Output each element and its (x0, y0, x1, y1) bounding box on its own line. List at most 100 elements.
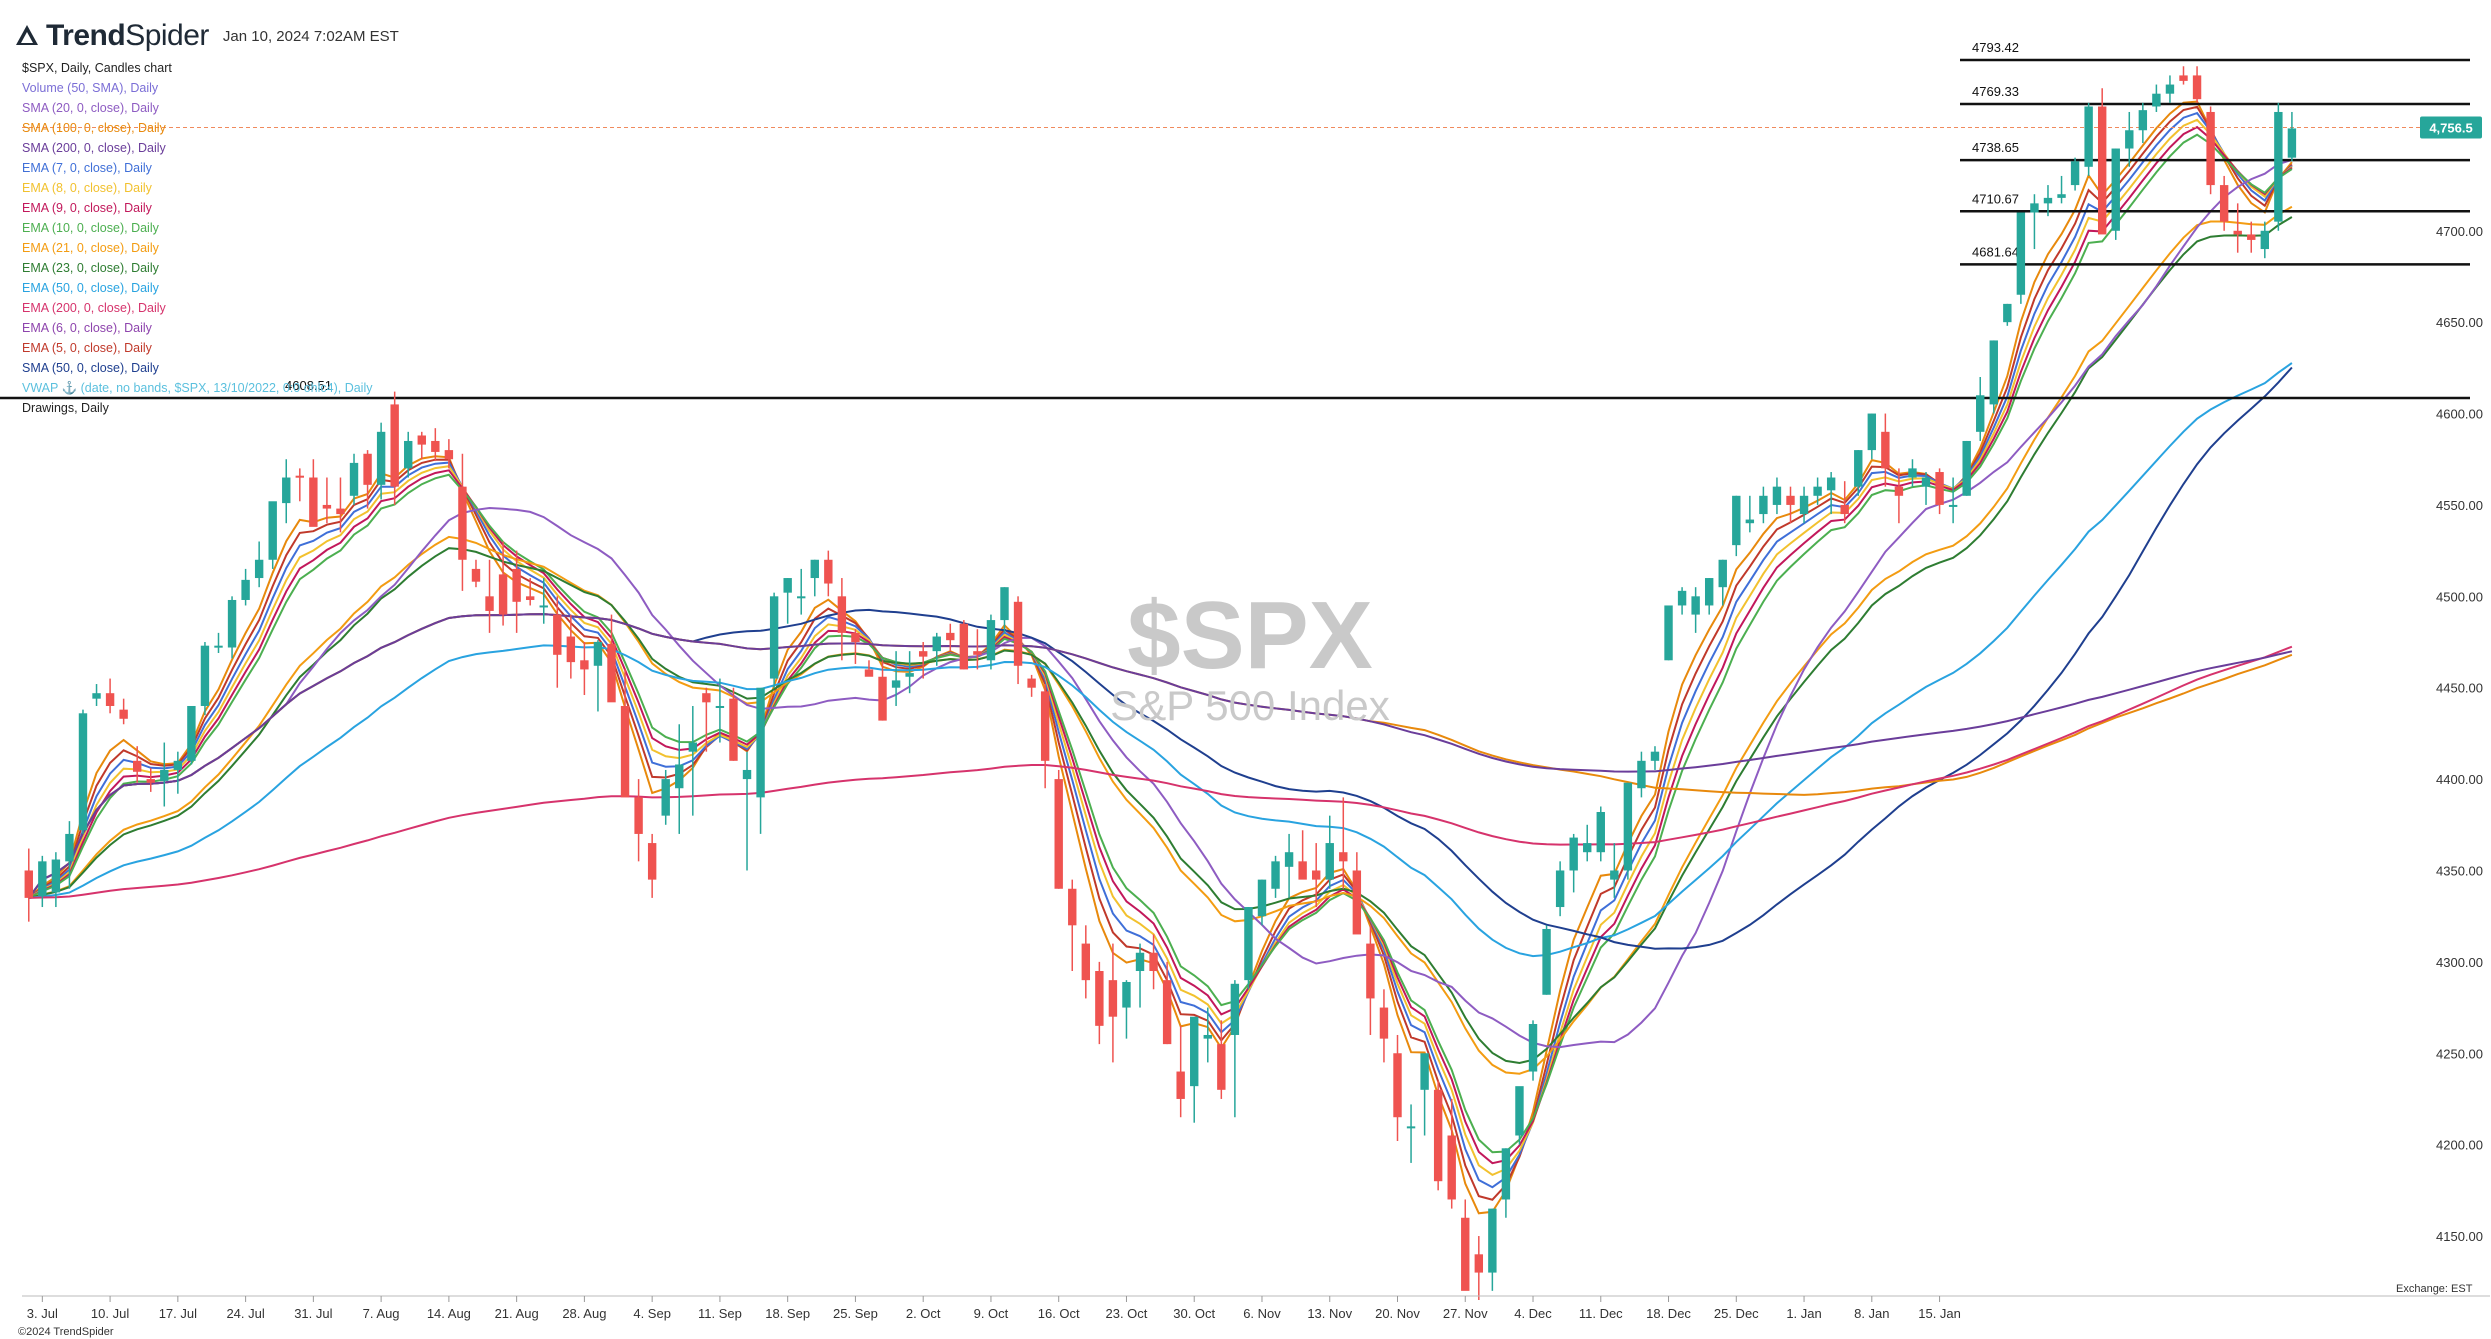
candle (1271, 855, 1280, 898)
brand-name: TrendSpider (46, 19, 209, 52)
candle-body (851, 632, 860, 643)
candle (1284, 833, 1294, 898)
x-tick-label: 4. Dec (1514, 1306, 1552, 1321)
candle (1664, 605, 1673, 661)
header: TrendSpider Jan 10, 2024 7:02AM EST (14, 18, 399, 54)
candle (1976, 376, 1985, 441)
legend-item[interactable]: EMA (7, 0, close), Daily (22, 161, 152, 175)
candle (1908, 459, 1917, 487)
candle (1433, 1080, 1443, 1191)
candle (417, 431, 426, 460)
level-label: 4608.51 (285, 378, 332, 393)
x-tick-label: 2. Oct (906, 1306, 941, 1321)
candle (1040, 684, 1050, 789)
candle (2084, 102, 2093, 176)
y-tick-label: 4550.00 (2436, 498, 2483, 513)
candle-body (2003, 303, 2012, 323)
legend-item[interactable]: SMA (50, 0, close), Daily (22, 361, 159, 375)
legend-item[interactable]: EMA (8, 0, close), Daily (22, 181, 152, 195)
legend-item[interactable]: EMA (23, 0, close), Daily (22, 261, 159, 275)
candle-body (1881, 431, 1890, 469)
candle-body (1474, 1254, 1484, 1273)
candle (593, 640, 603, 712)
candle (1461, 1199, 1470, 1291)
candle (1813, 477, 1822, 505)
candle-body (1433, 1089, 1443, 1182)
candle (2030, 194, 2039, 250)
candle (1095, 961, 1104, 1045)
candle (1311, 843, 1321, 908)
legend-item[interactable]: EMA (10, 0, close), Daily (22, 221, 159, 235)
candle (485, 559, 494, 633)
candle-body (1745, 519, 1755, 524)
exchange-label: Exchange: EST (2396, 1283, 2473, 1295)
candle (986, 614, 996, 670)
candle (282, 459, 291, 524)
legend-item[interactable]: EMA (50, 0, close), Daily (22, 281, 159, 295)
candle-body (2179, 75, 2188, 81)
x-tick-label: 18. Sep (765, 1306, 810, 1321)
candle-body (1108, 980, 1118, 1017)
candle (1935, 468, 1944, 515)
candle-body (1217, 1044, 1226, 1090)
legend-item[interactable]: EMA (200, 0, close), Daily (22, 301, 166, 315)
candle (1610, 843, 1619, 898)
legend-item[interactable]: EMA (21, 0, close), Daily (22, 241, 159, 255)
candle (1596, 806, 1605, 862)
candle-body (1948, 504, 1958, 507)
legend-item[interactable]: Volume (50, SMA), Daily (22, 81, 159, 95)
moving-average-line (28, 362, 2293, 958)
candle-body (647, 843, 657, 880)
candle-body (1406, 1126, 1416, 1129)
candle (1786, 486, 1795, 524)
legend-item[interactable]: VWAP ⚓ (date, no bands, $SPX, 13/10/2022… (22, 381, 373, 395)
y-tick-label: 4400.00 (2436, 772, 2483, 787)
y-tick-label: 4300.00 (2436, 955, 2483, 970)
legend-item[interactable]: SMA (200, 0, close), Daily (22, 141, 166, 155)
legend-item[interactable]: EMA (9, 0, close), Daily (22, 201, 152, 215)
candle-body (593, 642, 603, 666)
legend-item[interactable]: Drawings, Daily (22, 401, 109, 415)
candle (1190, 1016, 1199, 1123)
candle-body (1894, 486, 1904, 496)
candle (783, 578, 792, 624)
candle-body (254, 559, 264, 579)
candle (2192, 66, 2202, 103)
y-tick-label: 4250.00 (2436, 1046, 2483, 1061)
candle (1840, 481, 1849, 524)
legend-item[interactable]: EMA (6, 0, close), Daily (22, 321, 152, 335)
candle (160, 742, 169, 807)
candle-body (2070, 161, 2080, 186)
x-tick-label: 31. Jul (294, 1306, 332, 1321)
candle-body (1704, 578, 1714, 606)
candle (227, 596, 237, 659)
candle-body (1122, 981, 1131, 1008)
candle-body (1610, 870, 1619, 880)
candle (1583, 824, 1592, 862)
candle (1420, 1053, 1429, 1136)
candle (973, 629, 982, 670)
legend-item[interactable]: SMA (20, 0, close), Daily (22, 101, 159, 115)
candle-body (458, 486, 467, 560)
candle (946, 623, 955, 652)
x-tick-label: 9. Oct (974, 1306, 1009, 1321)
candle (24, 848, 33, 922)
candle-body (498, 574, 508, 615)
candle (295, 468, 305, 502)
moving-average-line (28, 216, 2293, 1065)
candle-body (607, 643, 616, 703)
candle (824, 550, 833, 597)
candle-body (1732, 495, 1741, 546)
x-tick-label: 4. Sep (633, 1306, 671, 1321)
candle (105, 678, 115, 714)
candle (1339, 797, 1348, 889)
candle-body (864, 669, 874, 677)
legend-item[interactable]: EMA (5, 0, close), Daily (22, 341, 152, 355)
legend-item[interactable]: SMA (100, 0, close), Daily (22, 121, 166, 135)
candle-body (2274, 111, 2283, 222)
candle (2233, 203, 2242, 253)
candle-body (1623, 782, 1633, 871)
candle (1054, 769, 1063, 889)
x-tick-label: 25. Sep (833, 1306, 878, 1321)
